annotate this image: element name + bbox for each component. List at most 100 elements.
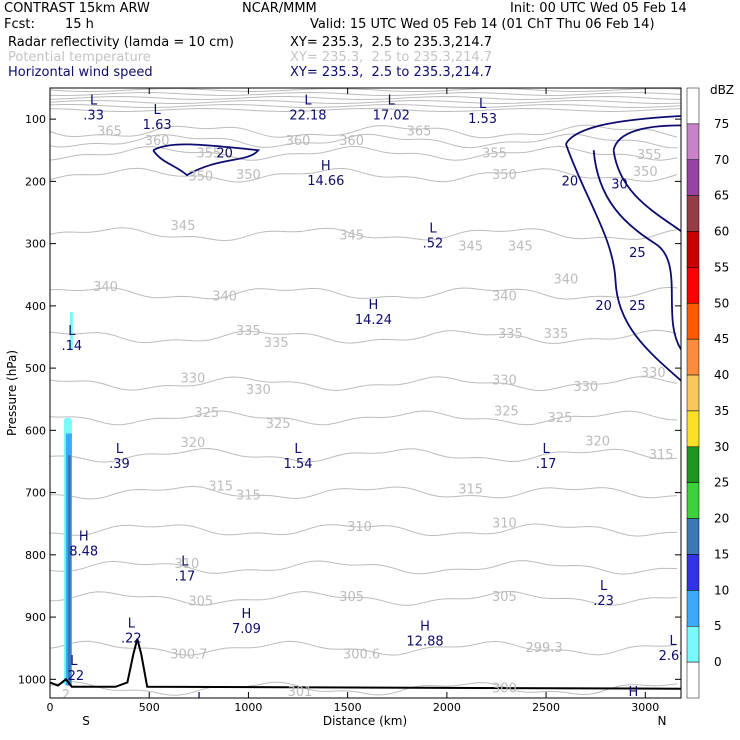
colorbar-level-label: 45 — [714, 332, 729, 346]
x-axis-label: Distance (km) — [323, 714, 407, 728]
high-marker: H — [242, 607, 252, 622]
extremum-value: .17 — [536, 457, 557, 472]
y-tick-label: 100 — [25, 113, 46, 126]
theta-label: 365 — [97, 125, 122, 140]
extremum-value: .22 — [63, 669, 84, 684]
colorbar-level-label: 0 — [714, 655, 722, 669]
theta-contour — [50, 410, 678, 426]
x-tick-label: 1000 — [234, 701, 262, 714]
theta-label: .2 — [58, 688, 70, 703]
theta-label: 360 — [286, 134, 311, 149]
theta-label: 310 — [175, 557, 200, 572]
colorbar-swatch — [686, 267, 700, 304]
theta-contour — [50, 447, 678, 463]
y-tick-label: 400 — [25, 300, 46, 313]
colorbar-level-label: 5 — [714, 619, 722, 633]
wind-contour-label: 30 — [611, 177, 628, 192]
extremum-value: .33 — [83, 109, 104, 124]
colorbar-level-label: 65 — [714, 189, 729, 203]
theta-label: 350 — [188, 169, 213, 184]
theta-contour — [50, 286, 678, 300]
wind-speed-contour — [612, 150, 681, 232]
theta-label: 345 — [339, 229, 364, 244]
theta-label: 300.6 — [343, 647, 380, 662]
colorbar-swatch — [686, 87, 700, 125]
extremum-value: .17 — [175, 569, 196, 584]
y-tick-label: 900 — [25, 611, 46, 624]
colorbar-level-label: 20 — [714, 512, 729, 526]
theta-contour — [50, 485, 678, 500]
theta-label: 330 — [573, 380, 598, 395]
theta-label: 340 — [492, 290, 517, 305]
colorbar-swatch — [686, 446, 700, 483]
theta-label: 340 — [93, 280, 118, 295]
low-marker: L — [128, 617, 136, 632]
x-tick-label: 2500 — [532, 701, 560, 714]
theta-label: 325 — [194, 406, 219, 421]
colorbar-swatch — [686, 159, 700, 196]
colorbar-swatch — [686, 338, 700, 376]
theta-label: 355 — [637, 148, 662, 163]
high-marker: H — [79, 529, 89, 544]
extremum-value: .52 — [423, 236, 444, 251]
theta-label: 320 — [585, 435, 610, 450]
high-marker: H — [628, 685, 638, 700]
y-tick-label: 600 — [25, 424, 46, 437]
theta-label: 365 — [407, 125, 432, 140]
theta-label: 350 — [633, 165, 658, 180]
extremum-value: 1.63 — [143, 118, 172, 133]
theta-contour — [50, 133, 678, 149]
extremum-value: .14 — [61, 339, 82, 354]
theta-contour — [50, 523, 677, 537]
y-tick-label: 700 — [25, 487, 46, 500]
theta-label: 315 — [649, 448, 674, 463]
field-name-theta: Potential temperature — [8, 50, 151, 65]
theta-contour — [50, 145, 678, 161]
extremum-value: 1.53 — [468, 112, 497, 127]
high-marker: H — [420, 620, 430, 635]
low-marker: L — [181, 554, 189, 569]
theta-label: 299.3 — [525, 641, 562, 656]
wind-speed-contour — [152, 143, 261, 177]
low-marker: L — [388, 94, 396, 109]
x-tick-label: 500 — [139, 701, 160, 714]
extremum-value: 7.09 — [232, 622, 261, 637]
theta-label: 310 — [347, 520, 372, 535]
theta-label: 335 — [236, 324, 261, 339]
low-marker: L — [154, 103, 162, 118]
theta-label: 315 — [208, 479, 233, 494]
colorbar-level-label: 40 — [714, 368, 729, 382]
theta-label: 330 — [641, 366, 666, 381]
colorbar-level-label: 50 — [714, 296, 729, 310]
y-tick-label: 300 — [25, 238, 46, 251]
extremum-value: 17.02 — [373, 109, 410, 124]
colorbar-level-label: 30 — [714, 440, 729, 454]
theta-contour — [50, 124, 678, 139]
theta-label: 325 — [266, 417, 291, 432]
colorbar-swatch — [686, 482, 700, 519]
theta-label: 360 — [339, 134, 364, 149]
theta-contour — [50, 329, 678, 344]
theta-contour — [50, 95, 681, 101]
extremum-value: 1.54 — [284, 457, 313, 472]
theta-label: 340 — [553, 273, 578, 288]
theta-contour — [50, 167, 678, 183]
theta-contour — [50, 227, 678, 242]
theta-label: 330 — [492, 374, 517, 389]
colorbar-level-label: 60 — [714, 225, 729, 239]
extremum-value: .27 — [190, 706, 211, 721]
colorbar-level-label: 70 — [714, 153, 729, 167]
colorbar-swatch — [686, 661, 700, 699]
y-tick-label: 800 — [25, 549, 46, 562]
colorbar-unit: dBZ — [710, 83, 734, 97]
extremum-value: 8.48 — [69, 544, 98, 559]
wind-contour-label: 25 — [629, 299, 646, 314]
extremum-value: .39 — [109, 457, 130, 472]
theta-contour — [50, 590, 678, 606]
forecast-label: Fcst: — [4, 17, 35, 32]
theta-label: 350 — [492, 168, 517, 183]
low-marker: L — [304, 94, 312, 109]
colorbar-swatch — [686, 518, 700, 555]
extremum-value: 14.24 — [355, 313, 392, 328]
x-end-label-left: S — [82, 714, 90, 728]
